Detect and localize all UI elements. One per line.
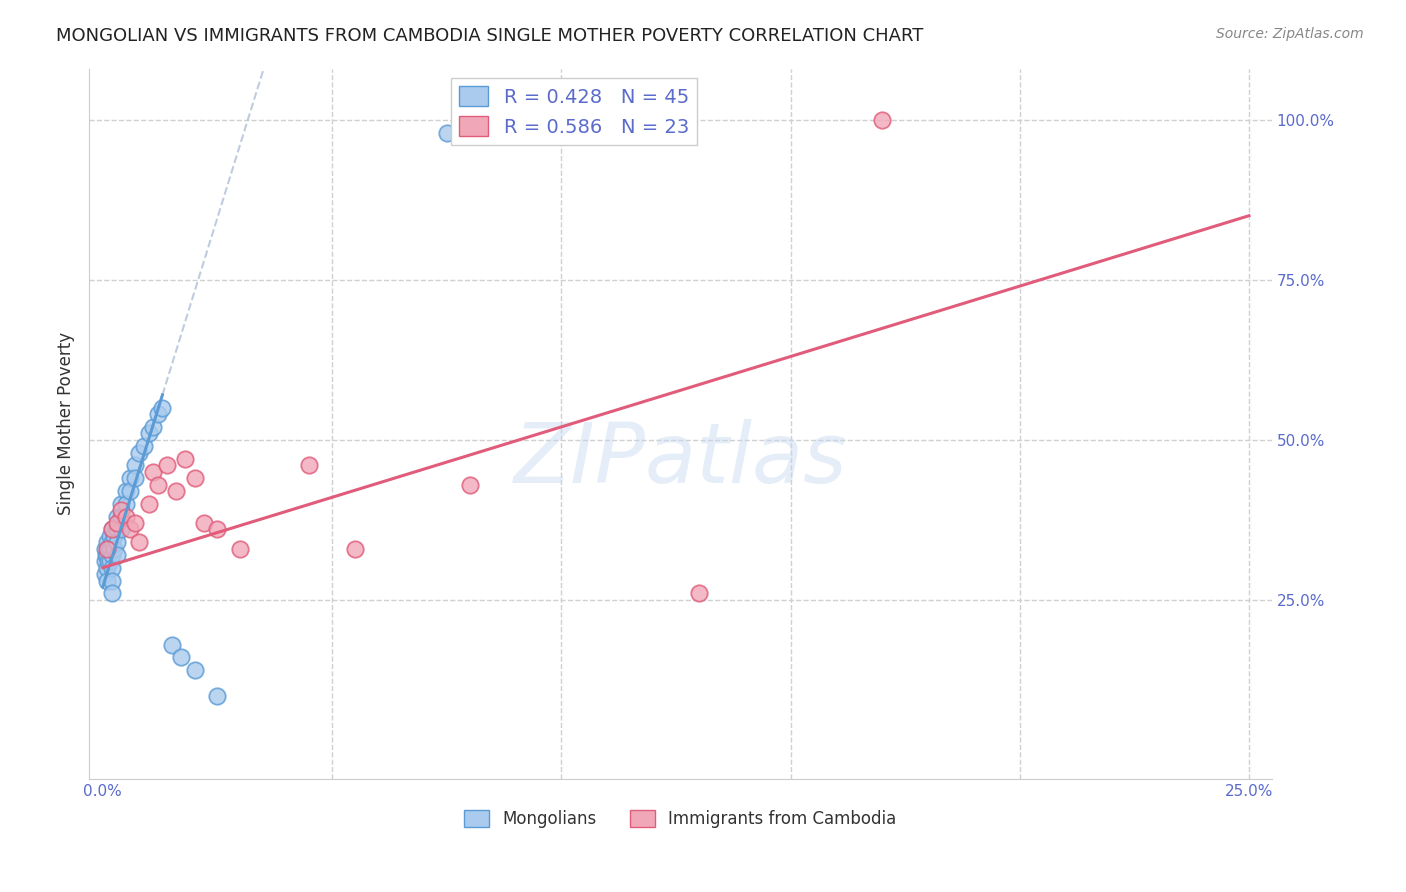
- Point: [120, 483, 142, 498]
- Legend: Mongolians, Immigrants from Cambodia: Mongolians, Immigrants from Cambodia: [457, 803, 904, 835]
- Point: [97, 554, 120, 568]
- Point: [101, 586, 124, 600]
- Point: [103, 529, 125, 543]
- Point: [105, 509, 128, 524]
- Point: [120, 522, 142, 536]
- Point: [165, 483, 187, 498]
- Point: [124, 458, 146, 473]
- Point: [183, 471, 205, 485]
- Point: [128, 535, 150, 549]
- Point: [114, 483, 136, 498]
- Point: [110, 503, 132, 517]
- Text: ZIPatlas: ZIPatlas: [513, 418, 848, 500]
- Point: [146, 407, 169, 421]
- Text: MONGOLIAN VS IMMIGRANTS FROM CAMBODIA SINGLE MOTHER POVERTY CORRELATION CHART: MONGOLIAN VS IMMIGRANTS FROM CAMBODIA SI…: [56, 27, 924, 45]
- Point: [128, 445, 150, 459]
- Point: [436, 126, 458, 140]
- Point: [207, 689, 229, 703]
- Point: [105, 522, 128, 536]
- Point: [94, 554, 117, 568]
- Point: [105, 548, 128, 562]
- Point: [138, 497, 160, 511]
- Point: [101, 574, 124, 588]
- Point: [124, 471, 146, 485]
- Point: [124, 516, 146, 530]
- Point: [96, 541, 118, 556]
- Point: [110, 509, 132, 524]
- Point: [146, 477, 169, 491]
- Point: [101, 522, 124, 536]
- Y-axis label: Single Mother Poverty: Single Mother Poverty: [58, 332, 75, 516]
- Point: [160, 638, 183, 652]
- Point: [98, 541, 121, 556]
- Point: [156, 458, 179, 473]
- Point: [114, 497, 136, 511]
- Point: [142, 420, 165, 434]
- Point: [94, 541, 117, 556]
- Point: [101, 535, 124, 549]
- Point: [97, 541, 120, 556]
- Point: [138, 426, 160, 441]
- Text: Source: ZipAtlas.com: Source: ZipAtlas.com: [1216, 27, 1364, 41]
- Point: [688, 586, 710, 600]
- Point: [101, 548, 124, 562]
- Point: [105, 535, 128, 549]
- Point: [207, 522, 229, 536]
- Point: [110, 522, 132, 536]
- Point: [101, 522, 124, 536]
- Point: [114, 509, 136, 524]
- Point: [103, 541, 125, 556]
- Point: [101, 560, 124, 574]
- Point: [142, 465, 165, 479]
- Point: [96, 548, 118, 562]
- Point: [96, 574, 118, 588]
- Point: [170, 650, 193, 665]
- Point: [96, 560, 118, 574]
- Point: [343, 541, 366, 556]
- Point: [152, 401, 174, 415]
- Point: [105, 516, 128, 530]
- Point: [174, 451, 197, 466]
- Point: [98, 554, 121, 568]
- Point: [193, 516, 215, 530]
- Point: [870, 112, 893, 127]
- Point: [96, 535, 118, 549]
- Point: [298, 458, 321, 473]
- Point: [132, 439, 155, 453]
- Point: [110, 497, 132, 511]
- Point: [458, 477, 481, 491]
- Point: [120, 471, 142, 485]
- Point: [96, 548, 118, 562]
- Point: [98, 529, 121, 543]
- Point: [229, 541, 252, 556]
- Point: [183, 663, 205, 677]
- Point: [94, 567, 117, 582]
